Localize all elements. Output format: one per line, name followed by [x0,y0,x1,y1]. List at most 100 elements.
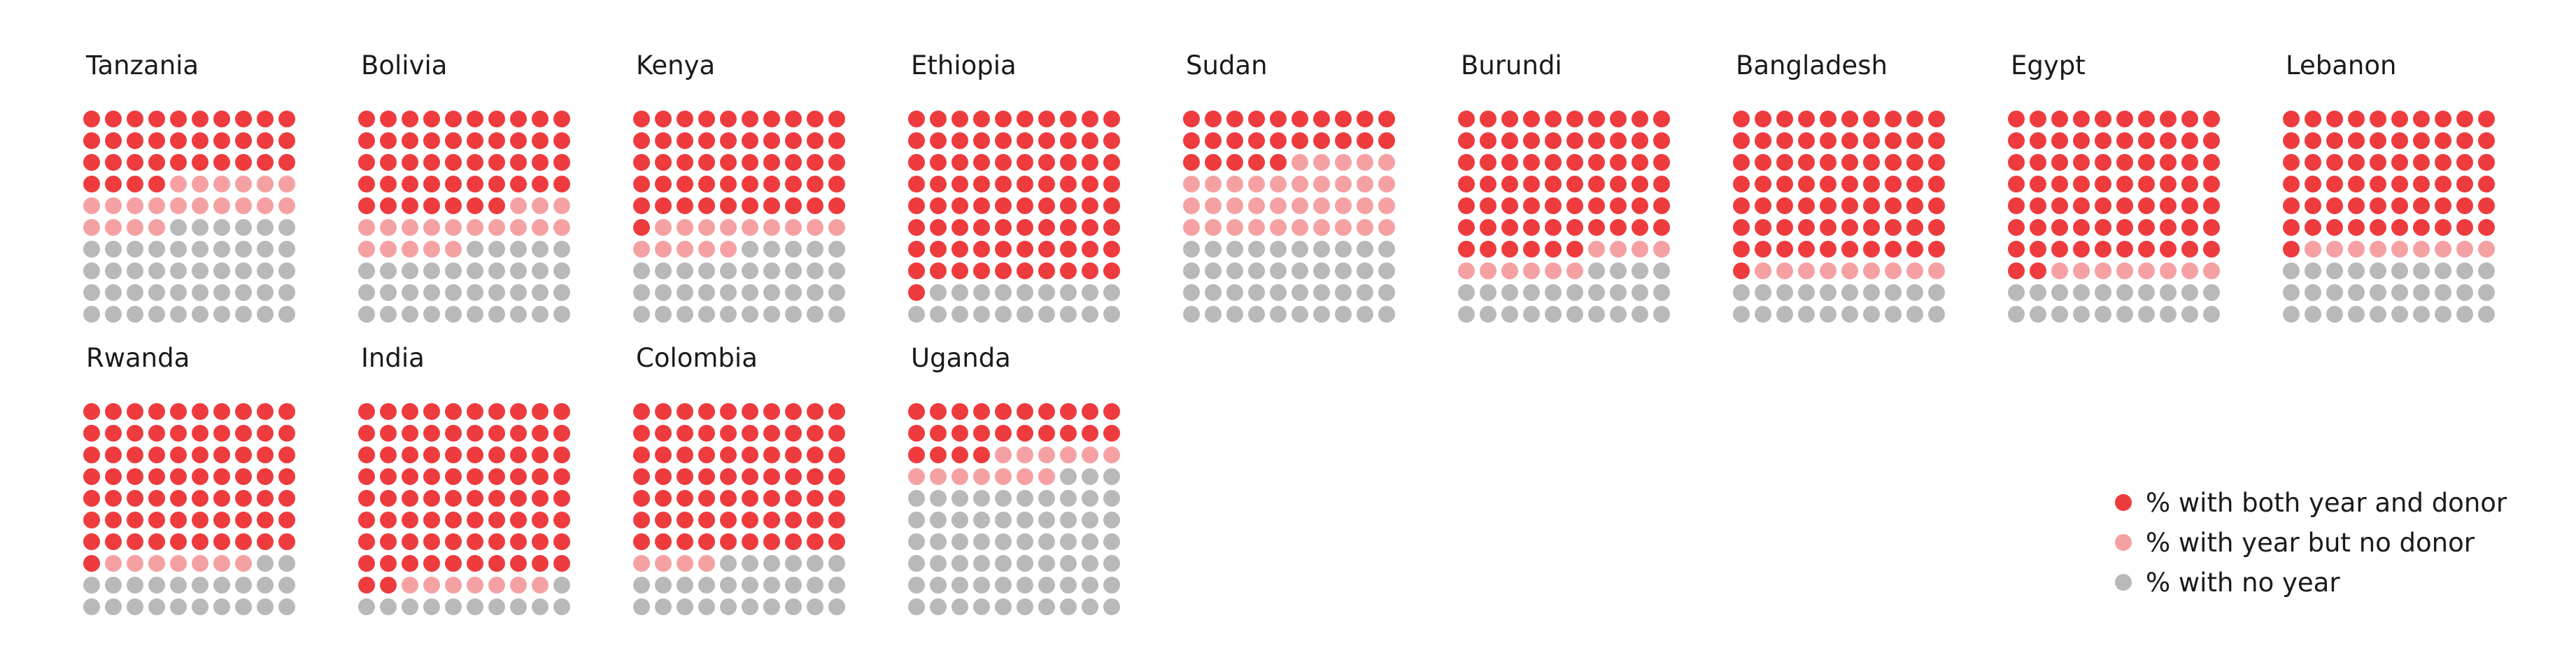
waffle-dot-both [1248,132,1265,149]
waffle-dot-both [930,447,947,463]
waffle-dot-both [380,555,397,572]
waffle-dot-both [380,111,397,127]
waffle-dot-no-year [1863,284,1880,301]
waffle-dot-both [1610,132,1627,149]
waffle-dot-both [235,425,252,442]
waffle-dot-both [2326,219,2343,236]
waffle-dot-no-year [278,598,295,615]
waffle-dot-both [192,447,208,463]
waffle-dot-no-year [2370,306,2386,323]
waffle-dot-both [1458,111,1475,127]
waffle-dot-both [2116,176,2133,192]
waffle-dot-both [1060,219,1077,236]
waffle-dot-both [763,111,780,127]
waffle-dot-year-only [235,176,252,192]
waffle-dot-both [510,154,527,171]
waffle-dot-both [380,447,397,463]
waffle-dot-both [2181,154,2198,171]
waffle-dot-no-year [2203,284,2220,301]
waffle-dot-no-year [677,306,693,323]
waffle-dot-no-year [2030,306,2046,323]
waffle-dot-no-year [192,306,208,323]
waffle-dot-both [763,197,780,214]
waffle-dot-year-only [467,577,483,594]
waffle-dot-year-only [467,219,483,236]
waffle-dot-both [445,447,462,463]
waffle-dot-both [2051,132,2068,149]
waffle-dot-no-year [1632,306,1648,323]
waffle-dot-both [1863,241,1880,258]
waffle-dot-no-year [553,577,570,594]
waffle-dot-both [467,447,483,463]
waffle-dot-both [2008,197,2025,214]
waffle-dot-year-only [2073,262,2090,279]
waffle-dot-both [742,533,758,550]
waffle-dot-year-only [1335,197,1352,214]
waffle-dot-both [2008,176,2025,192]
waffle-dot-both [2391,154,2408,171]
waffle-dot-both [235,111,252,127]
waffle-dot-year-only [2391,241,2408,258]
waffle-dot-no-year [532,241,549,258]
waffle-dot-no-year [2283,262,2300,279]
waffle-dot-both [742,490,758,507]
waffle-dot-no-year [698,577,715,594]
waffle-dot-year-only [170,197,187,214]
waffle-dot-both [1906,197,1923,214]
waffle-dot-both [402,403,418,420]
waffle-dot-both [677,111,693,127]
waffle-dot-both [1733,154,1750,171]
waffle-dot-both [2051,176,2068,192]
waffle-dot-no-year [698,306,715,323]
waffle-dot-no-year [742,306,758,323]
waffle-dot-both [1885,154,1902,171]
waffle-dot-both [2370,176,2386,192]
waffle-dot-both [1545,241,1562,258]
waffle-dot-no-year [1060,284,1077,301]
waffle-dot-no-year [1632,262,1648,279]
waffle-dot-year-only [380,219,397,236]
waffle-dot-both [402,512,418,528]
waffle-dot-both [742,468,758,485]
waffle-dot-year-only [445,241,462,258]
waffle-dot-both [127,403,143,420]
waffle-dot-no-year [2478,306,2495,323]
legend-label: % with no year [2146,568,2340,598]
waffle-dot-no-year [1082,284,1098,301]
waffle-dot-no-year [1248,306,1265,323]
waffle-dot-no-year [951,306,968,323]
waffle-dot-no-year [1885,284,1902,301]
waffle-dot-no-year [2008,306,2025,323]
waffle-dot-both [423,468,440,485]
waffle-dot-both [930,176,947,192]
waffle-dot-both [467,132,483,149]
waffle-dot-both [1776,241,1793,258]
waffle-dot-both [1928,132,1945,149]
waffle-dot-year-only [2181,262,2198,279]
waffle-dot-year-only [170,555,187,572]
waffle-dot-no-year [930,306,947,323]
waffle-dot-no-year [1755,306,1771,323]
waffle-dot-both [1501,219,1518,236]
waffle-dot-both [1501,132,1518,149]
waffle-dot-both [655,111,672,127]
waffle-dot-no-year [510,306,527,323]
waffle-dot-both [655,403,672,420]
waffle-dot-no-year [1060,598,1077,615]
waffle-dot-both [1545,197,1562,214]
waffle-dot-no-year [488,598,505,615]
waffle-dot-both [278,512,295,528]
waffle-dot-year-only [930,468,947,485]
waffle-dot-both [2391,111,2408,127]
waffle-dot-both [1523,154,1540,171]
waffle-dot-year-only [213,555,230,572]
waffle-dot-year-only [1270,197,1287,214]
waffle-dot-both [2456,111,2473,127]
waffle-dot-both [2370,219,2386,236]
waffle-dot-both [148,468,165,485]
waffle-dot-both [127,132,143,149]
waffle-dot-both [2030,176,2046,192]
waffle-dot-year-only [1291,197,1308,214]
waffle-dot-both [1653,176,1670,192]
waffle-dot-no-year [677,284,693,301]
